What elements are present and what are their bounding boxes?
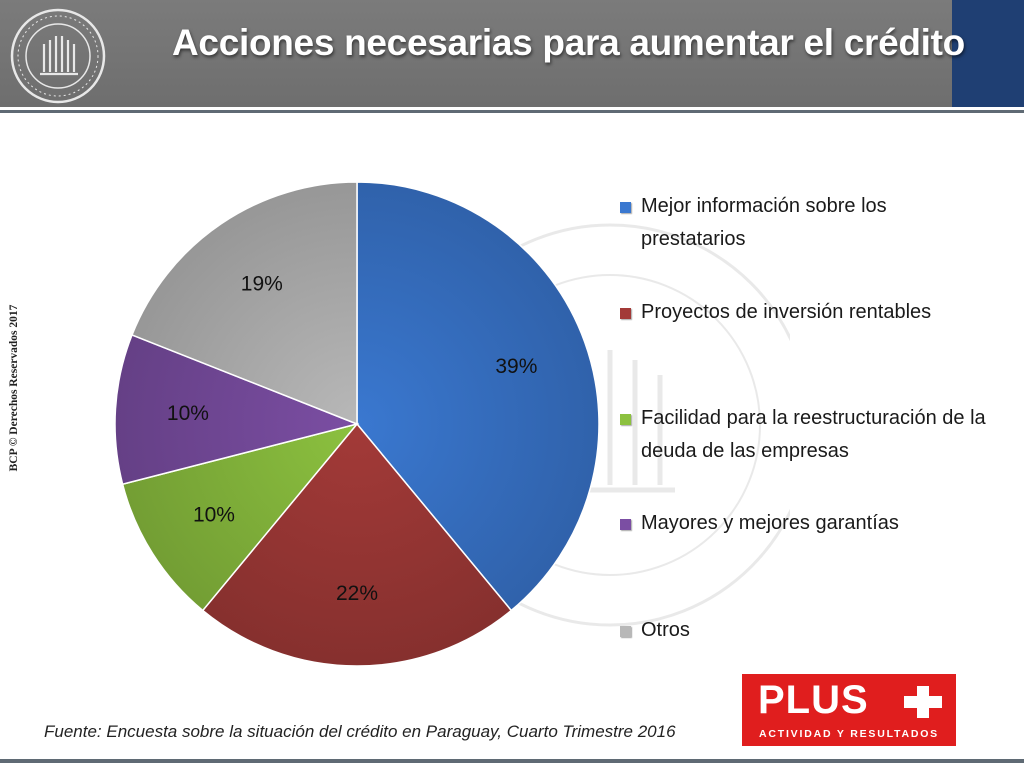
legend-label: Otros [641, 619, 690, 641]
data-label: 10% [193, 503, 235, 526]
pie-slice [131, 181, 358, 426]
data-label: 19% [241, 272, 283, 295]
pie-slice [356, 181, 600, 612]
pie-slice [114, 333, 360, 486]
copyright-note: BCP © Derechos Reservados 2017 [4, 282, 24, 494]
legend-swatch [620, 308, 631, 319]
legend-swatch [620, 519, 631, 530]
data-label: 39% [495, 355, 537, 378]
legend-swatch [620, 202, 631, 213]
header-bar [0, 0, 952, 107]
plus-word: PLUS [758, 678, 869, 722]
legend-swatch [620, 626, 631, 637]
header-divider [0, 110, 1024, 113]
legend-item-mejor-informacion: Mejor información sobre los prestatarios [620, 190, 986, 256]
source-note: Fuente: Encuesta sobre la situación del … [44, 722, 676, 741]
pie-slice [201, 422, 513, 667]
copyright-text: BCP © Derechos Reservados 2017 [8, 304, 20, 472]
legend-swatch [620, 414, 631, 425]
data-label: 10% [167, 402, 209, 425]
footer-divider [0, 759, 1024, 763]
bank-seal-logo [10, 8, 106, 104]
legend-item-reestructuracion: Facilidad para la reestructuración de la… [620, 402, 986, 468]
page-title: Acciones necesarias para aumentar el cré… [172, 22, 965, 63]
pie-chart: 39% 22% 10% 10% 19% [114, 181, 600, 667]
legend-item-otros: Otros [620, 614, 986, 647]
legend-label: Mejor información sobre los prestatarios [641, 195, 887, 250]
legend-item-proyectos: Proyectos de inversión rentables [620, 296, 986, 329]
legend-label: Mayores y mejores garantías [641, 512, 899, 534]
plus-badge-logo: PLUS ACTIVIDAD Y RESULTADOS [742, 674, 956, 746]
legend-item-garantias: Mayores y mejores garantías [620, 507, 986, 540]
data-label: 22% [336, 582, 378, 605]
legend-label: Proyectos de inversión rentables [641, 301, 932, 323]
legend-label: Facilidad para la reestructuración de la… [641, 407, 986, 462]
plus-icon [904, 686, 942, 718]
header-accent-block [952, 0, 1024, 107]
pie-slice [121, 422, 360, 612]
badge-subtitle: ACTIVIDAD Y RESULTADOS [758, 728, 939, 740]
